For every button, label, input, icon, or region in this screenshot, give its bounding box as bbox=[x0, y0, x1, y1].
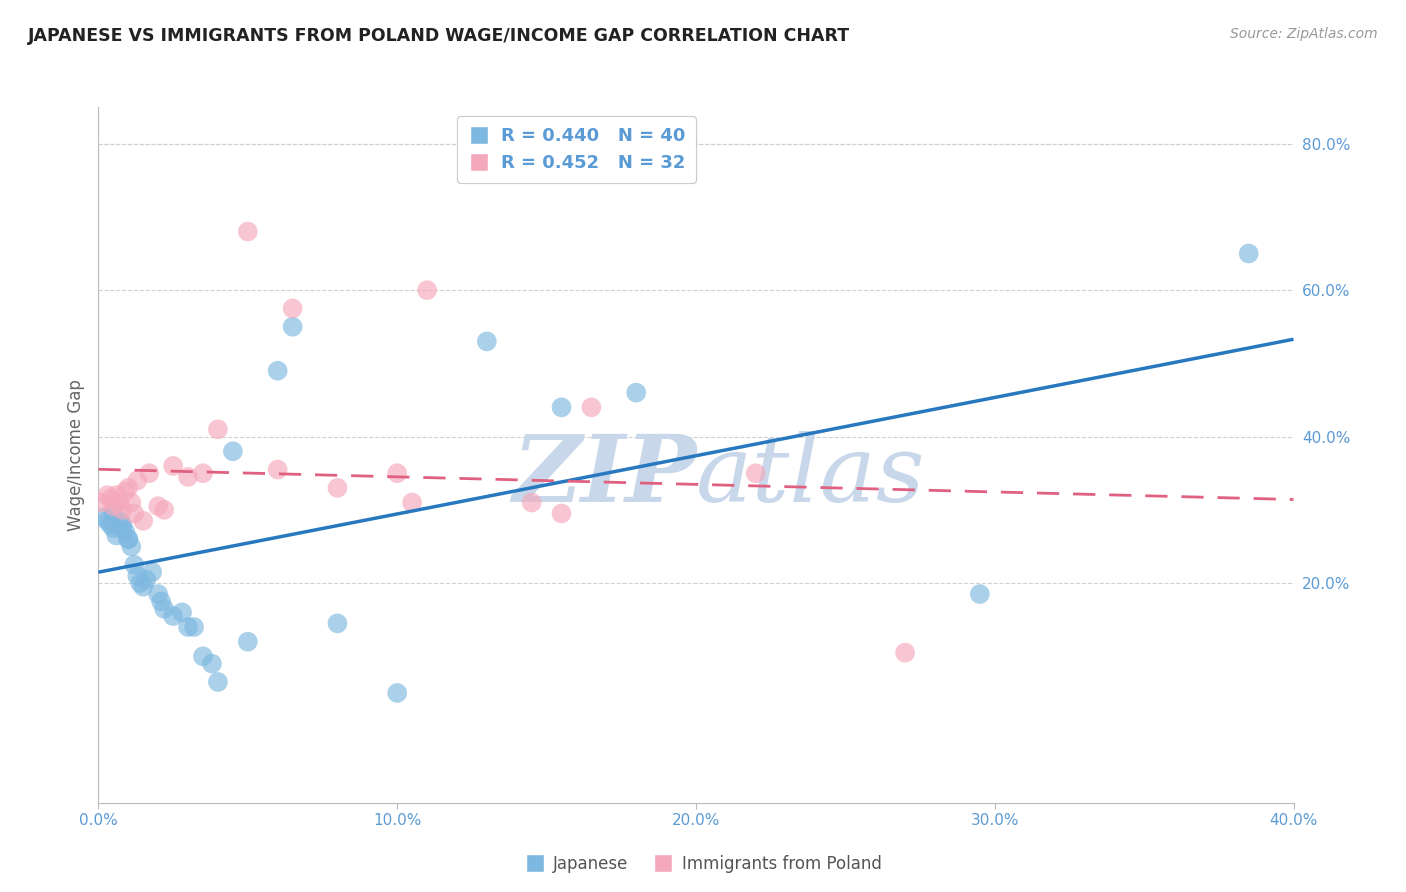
Point bbox=[326, 481, 349, 495]
Y-axis label: Wage/Income Gap: Wage/Income Gap bbox=[66, 379, 84, 531]
Point bbox=[127, 474, 149, 488]
Point bbox=[281, 301, 304, 316]
Point bbox=[114, 524, 136, 539]
Point bbox=[114, 484, 136, 499]
Point bbox=[153, 503, 176, 517]
Point bbox=[105, 488, 128, 502]
Point bbox=[93, 510, 115, 524]
Point bbox=[236, 225, 259, 239]
Text: ZIP: ZIP bbox=[512, 431, 696, 521]
Point bbox=[416, 283, 439, 297]
Point bbox=[120, 540, 142, 554]
Point bbox=[183, 620, 205, 634]
Point bbox=[111, 521, 134, 535]
Legend: R = 0.440   N = 40, R = 0.452   N = 32: R = 0.440 N = 40, R = 0.452 N = 32 bbox=[457, 116, 696, 183]
Point bbox=[108, 514, 131, 528]
Point bbox=[124, 507, 146, 521]
Point bbox=[236, 634, 259, 648]
Point bbox=[267, 364, 290, 378]
Legend: Japanese, Immigrants from Poland: Japanese, Immigrants from Poland bbox=[517, 848, 889, 880]
Point bbox=[969, 587, 991, 601]
Point bbox=[385, 686, 409, 700]
Text: Source: ZipAtlas.com: Source: ZipAtlas.com bbox=[1230, 27, 1378, 41]
Point bbox=[385, 467, 409, 481]
Point bbox=[162, 458, 184, 473]
Point bbox=[281, 319, 304, 334]
Point bbox=[581, 401, 603, 415]
Point bbox=[96, 514, 118, 528]
Point bbox=[111, 503, 134, 517]
Point bbox=[120, 495, 142, 509]
Point bbox=[162, 609, 184, 624]
Point bbox=[103, 507, 125, 521]
Point bbox=[520, 495, 543, 509]
Point bbox=[117, 532, 139, 546]
Point bbox=[105, 528, 128, 542]
Point bbox=[132, 580, 155, 594]
Text: JAPANESE VS IMMIGRANTS FROM POLAND WAGE/INCOME GAP CORRELATION CHART: JAPANESE VS IMMIGRANTS FROM POLAND WAGE/… bbox=[28, 27, 851, 45]
Point bbox=[172, 606, 194, 620]
Point bbox=[141, 565, 163, 579]
Point bbox=[222, 444, 245, 458]
Point bbox=[132, 514, 155, 528]
Point bbox=[1237, 246, 1260, 260]
Point bbox=[117, 481, 139, 495]
Point bbox=[111, 517, 134, 532]
Point bbox=[191, 649, 214, 664]
Point bbox=[96, 488, 118, 502]
Point bbox=[550, 401, 572, 415]
Point bbox=[626, 385, 648, 400]
Point bbox=[127, 568, 149, 582]
Point bbox=[124, 558, 146, 572]
Point bbox=[117, 532, 139, 546]
Point bbox=[401, 495, 423, 509]
Point bbox=[103, 521, 125, 535]
Point bbox=[894, 646, 917, 660]
Point bbox=[153, 601, 176, 615]
Point bbox=[326, 616, 349, 631]
Point bbox=[267, 462, 290, 476]
Point bbox=[148, 587, 170, 601]
Point bbox=[191, 467, 214, 481]
Point bbox=[148, 499, 170, 513]
Point bbox=[150, 594, 173, 608]
Point bbox=[177, 620, 200, 634]
Text: atlas: atlas bbox=[696, 431, 925, 521]
Point bbox=[207, 422, 229, 436]
Point bbox=[108, 495, 131, 509]
Point bbox=[135, 573, 157, 587]
Point bbox=[129, 576, 152, 591]
Point bbox=[103, 499, 125, 513]
Point bbox=[201, 657, 224, 671]
Point bbox=[100, 517, 122, 532]
Point bbox=[745, 467, 768, 481]
Point bbox=[100, 491, 122, 506]
Point bbox=[90, 495, 112, 509]
Point bbox=[475, 334, 498, 349]
Point bbox=[138, 467, 160, 481]
Point bbox=[207, 675, 229, 690]
Point bbox=[177, 470, 200, 484]
Point bbox=[550, 507, 572, 521]
